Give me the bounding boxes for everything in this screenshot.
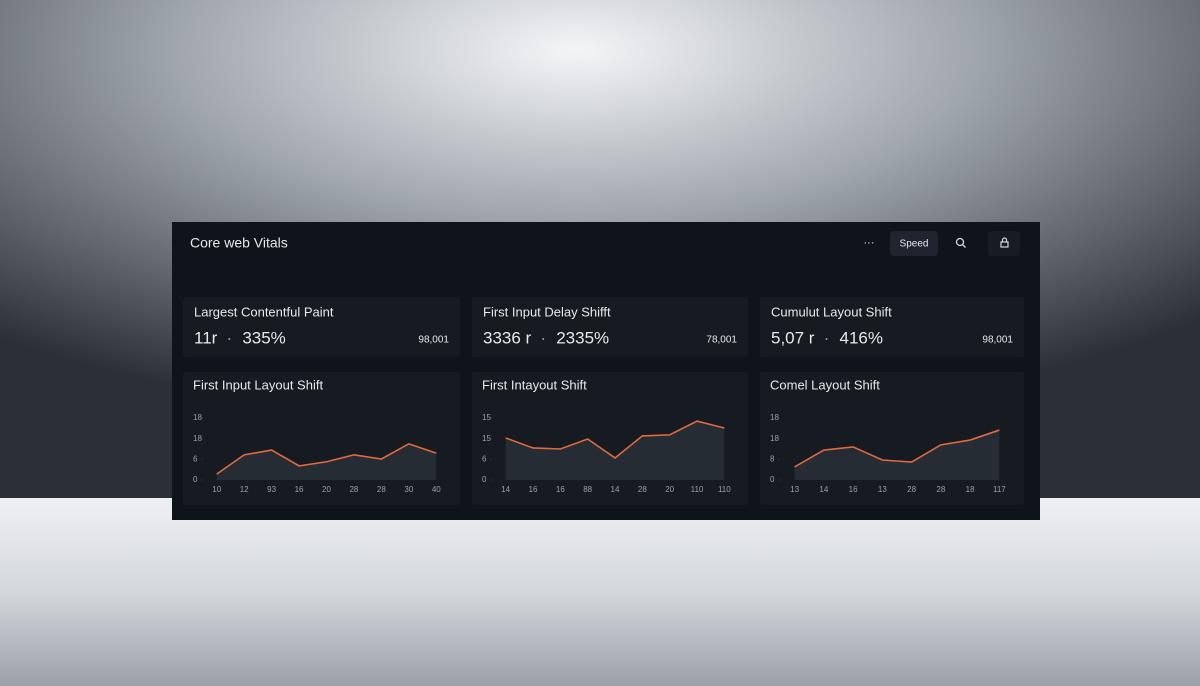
- lock-icon: [1000, 237, 1009, 248]
- x-tick-label: 30: [404, 485, 413, 494]
- metric-count: 98,001: [418, 335, 449, 346]
- x-tick-label: 40: [432, 485, 441, 494]
- metric-card: [183, 297, 460, 357]
- metric-value: 5,07 r: [771, 328, 815, 347]
- lock-button[interactable]: [988, 231, 1020, 256]
- metric-value: 3336 r: [483, 328, 532, 347]
- metric-percent: 335%: [242, 328, 285, 347]
- metric-separator: [228, 338, 231, 340]
- x-tick-label: 12: [240, 485, 249, 494]
- x-tick-label: 14: [501, 485, 510, 494]
- x-tick-label: 28: [936, 485, 945, 494]
- metric-label: Largest Contentful Paint: [194, 304, 334, 319]
- x-tick-label: 28: [638, 485, 647, 494]
- line: [505, 420, 725, 459]
- metric-percent: 416%: [839, 328, 882, 347]
- x-tick-label: 14: [611, 485, 620, 494]
- x-tick-label: 16: [529, 485, 538, 494]
- metric-percent: 2335%: [556, 328, 609, 347]
- x-tick-label: 16: [295, 485, 304, 494]
- menu-button[interactable]: ···: [864, 237, 875, 249]
- x-tick-label: 13: [878, 485, 887, 494]
- x-tick-label: 18: [966, 485, 975, 494]
- y-tick-label: 15: [482, 413, 491, 422]
- x-tick-label: 10: [212, 485, 221, 494]
- dashboard-title: Core web Vitals: [190, 235, 288, 251]
- x-tick-label: 28: [349, 485, 358, 494]
- speed-label: Speed: [900, 239, 929, 250]
- y-tick-label: 0: [193, 475, 198, 484]
- x-tick-label: 20: [322, 485, 331, 494]
- metric-value: 11r: [194, 328, 218, 347]
- y-tick-label: 15: [482, 434, 491, 443]
- metric-card: [760, 297, 1024, 357]
- metric-card: [472, 297, 748, 357]
- metric-label: First Input Delay Shifft: [483, 304, 611, 319]
- speed-button[interactable]: [890, 231, 938, 256]
- x-tick-label: 16: [849, 485, 858, 494]
- metric-label: Cumulut Layout Shift: [771, 304, 892, 319]
- x-tick-label: 28: [377, 485, 386, 494]
- chart-title: Comel Layout Shift: [770, 377, 880, 392]
- metric-count: 78,001: [706, 335, 737, 346]
- y-tick-label: 18: [770, 434, 779, 443]
- metric-separator: [542, 338, 545, 340]
- x-tick-label: 14: [819, 485, 828, 494]
- chart-title: First Intayout Shift: [482, 377, 587, 392]
- chart-title: First Input Layout Shift: [193, 377, 323, 392]
- line: [794, 429, 1000, 468]
- y-tick-label: 0: [482, 475, 487, 484]
- x-tick-label: 110: [718, 485, 731, 494]
- y-tick-label: 18: [193, 434, 202, 443]
- floor: [0, 498, 1200, 686]
- y-tick-label: 18: [193, 413, 202, 422]
- y-tick-label: 6: [193, 454, 198, 463]
- search-icon[interactable]: [955, 237, 966, 248]
- x-tick-label: 93: [267, 485, 276, 494]
- line: [216, 442, 437, 475]
- metric-count: 98,001: [982, 335, 1013, 346]
- x-tick-label: 117: [993, 485, 1006, 494]
- x-tick-label: 28: [907, 485, 916, 494]
- line-area: [505, 421, 725, 480]
- x-tick-label: 88: [583, 485, 592, 494]
- y-tick-label: 6: [482, 454, 487, 463]
- metric-separator: [825, 338, 828, 340]
- y-tick-label: 0: [770, 475, 775, 484]
- x-tick-label: 20: [665, 485, 674, 494]
- x-tick-label: 110: [691, 485, 704, 494]
- y-tick-label: 18: [770, 413, 779, 422]
- y-tick-label: 8: [770, 454, 775, 463]
- x-tick-label: 16: [556, 485, 565, 494]
- line-area: [794, 430, 1000, 480]
- x-tick-label: 13: [790, 485, 799, 494]
